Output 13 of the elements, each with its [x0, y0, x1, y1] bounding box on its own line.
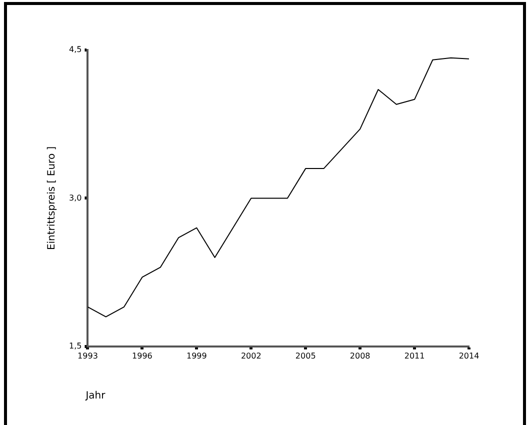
x-tick-label: 1996 — [132, 351, 152, 360]
x-axis-title: Jahr — [84, 390, 106, 402]
x-tick-label: 1999 — [186, 351, 207, 360]
y-tick-label: 4,5 — [68, 45, 82, 54]
x-tick-label: 2014 — [458, 351, 480, 360]
x-tick-label: 1993 — [78, 351, 98, 360]
x-tick-label: 2002 — [240, 351, 262, 360]
x-tick-label: 2011 — [404, 351, 425, 360]
y-axis-title: Eintrittspreis [ Euro ] — [46, 146, 58, 250]
y-tick-label: 1,5 — [68, 341, 82, 350]
x-tick-label: 2005 — [295, 351, 316, 360]
x-tick-label: 2008 — [350, 351, 370, 360]
y-tick-label: 3,0 — [68, 193, 82, 202]
